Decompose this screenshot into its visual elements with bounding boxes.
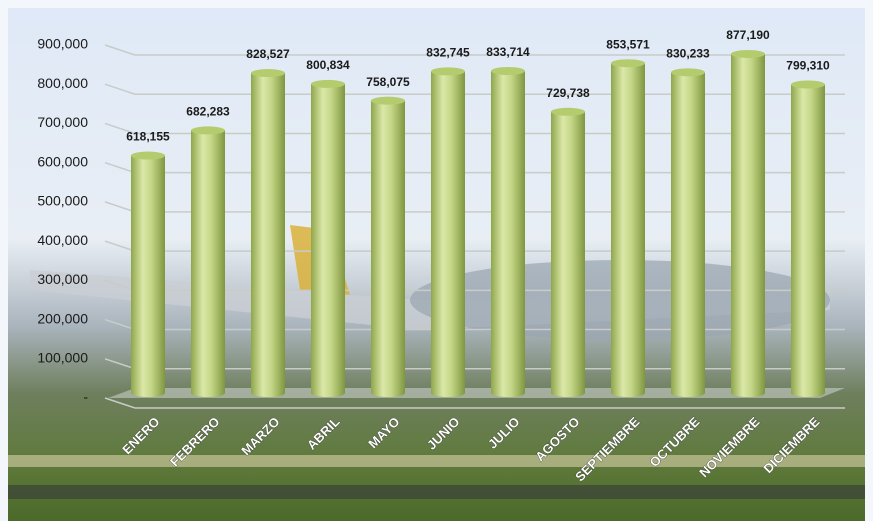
bar xyxy=(311,79,345,397)
bar-top xyxy=(731,49,765,58)
y-tick-label: 400,000 xyxy=(37,232,88,248)
runway xyxy=(8,485,865,499)
value-label: 800,834 xyxy=(306,58,350,72)
grid-line xyxy=(104,397,845,409)
y-tick-label: - xyxy=(83,389,88,405)
runway-lights xyxy=(8,455,865,467)
y-tick-label: 200,000 xyxy=(37,310,88,326)
bar xyxy=(371,96,405,397)
y-tick-label: 900,000 xyxy=(37,36,88,52)
grid-line xyxy=(104,44,845,56)
bar-body xyxy=(671,72,705,397)
bar-body xyxy=(431,71,465,397)
bar-top xyxy=(611,59,645,68)
value-label: 828,527 xyxy=(246,47,290,61)
value-label: 682,283 xyxy=(186,105,230,119)
bar-top xyxy=(131,151,165,160)
bar xyxy=(551,107,585,397)
value-label: 830,233 xyxy=(666,47,710,61)
grid-line xyxy=(104,83,845,95)
bar xyxy=(251,69,285,398)
bar-body xyxy=(611,63,645,398)
bar-top xyxy=(551,107,585,116)
bar-body xyxy=(731,53,765,397)
bar-body xyxy=(551,111,585,397)
bar-body xyxy=(191,130,225,398)
bar-top xyxy=(491,66,525,75)
bar xyxy=(671,68,705,397)
y-tick-label: 100,000 xyxy=(37,349,88,365)
y-tick-label: 600,000 xyxy=(37,153,88,169)
bar-body xyxy=(791,84,825,397)
bar xyxy=(791,80,825,397)
bar-body xyxy=(311,83,345,397)
value-label: 833,714 xyxy=(486,45,530,59)
bar xyxy=(431,67,465,397)
y-tick-label: 700,000 xyxy=(37,114,88,130)
bar-top xyxy=(431,67,465,76)
bar-top xyxy=(791,80,825,89)
bar xyxy=(731,49,765,397)
bar xyxy=(611,59,645,398)
floor xyxy=(108,388,845,398)
bar xyxy=(191,126,225,398)
bar-top xyxy=(371,96,405,105)
y-tick-label: 800,000 xyxy=(37,75,88,91)
bar xyxy=(131,151,165,397)
bar-body xyxy=(491,70,525,397)
value-label: 758,075 xyxy=(366,75,410,89)
value-label: 853,571 xyxy=(606,37,650,51)
value-label: 832,745 xyxy=(426,46,470,60)
value-label: 729,738 xyxy=(546,86,590,100)
bar-body xyxy=(371,100,405,397)
bar-top xyxy=(251,69,285,78)
y-tick-label: 500,000 xyxy=(37,193,88,209)
y-tick-label: 300,000 xyxy=(37,271,88,287)
bar-top xyxy=(311,79,345,88)
value-label: 618,155 xyxy=(126,130,170,144)
bar-body xyxy=(131,155,165,397)
grid-line xyxy=(104,122,845,135)
value-label: 799,310 xyxy=(786,59,830,73)
bar-top xyxy=(191,126,225,135)
bar-top xyxy=(671,68,705,77)
value-label: 877,190 xyxy=(726,28,770,42)
bar-body xyxy=(251,73,285,398)
bar xyxy=(491,66,525,397)
